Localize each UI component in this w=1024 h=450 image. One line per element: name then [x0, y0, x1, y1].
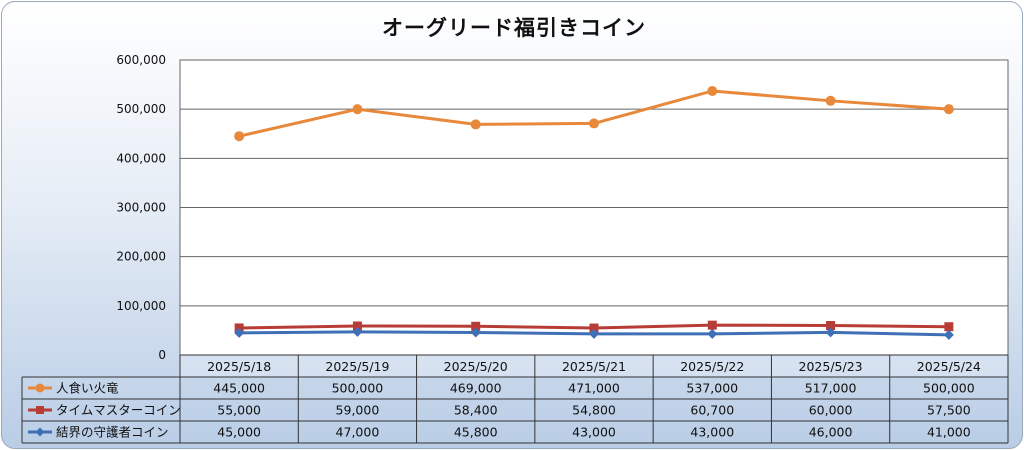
data-table-cell: 43,000	[690, 425, 734, 440]
data-point	[943, 329, 954, 340]
y-tick-label: 100,000	[116, 299, 166, 313]
data-table-cell: 45,000	[217, 425, 261, 440]
data-point	[470, 327, 481, 338]
data-point	[826, 321, 836, 330]
data-point	[234, 131, 245, 142]
legend-label: 結界の守護者コイン	[56, 425, 169, 440]
legend-label: タイムマスターコイン	[56, 403, 181, 418]
data-point	[470, 119, 481, 130]
x-tick-label: 2025/5/18	[207, 359, 271, 374]
data-table-cell: 60,700	[690, 403, 734, 418]
data-table-cell: 500,000	[332, 381, 384, 396]
data-table-cell: 445,000	[213, 381, 265, 396]
data-point	[352, 104, 363, 115]
data-point	[352, 321, 362, 331]
x-tick-label: 2025/5/20	[444, 359, 508, 374]
x-tick-label: 2025/5/19	[325, 359, 389, 374]
data-point	[589, 328, 599, 339]
data-table-cell: 57,500	[927, 403, 971, 418]
data-point	[234, 327, 245, 338]
legend-key-marker	[35, 427, 45, 437]
legend-key-marker	[35, 383, 45, 393]
data-table-cell: 55,000	[217, 403, 261, 418]
data-table-cell: 537,000	[686, 381, 738, 396]
data-table-cell: 469,000	[450, 381, 502, 396]
data-point	[944, 322, 954, 332]
legend-label: 人食い火竜	[56, 381, 119, 396]
y-tick-label: 300,000	[116, 201, 166, 215]
x-tick-label: 2025/5/23	[799, 359, 863, 374]
y-tick-label: 500,000	[116, 102, 166, 116]
data-point	[589, 118, 599, 129]
data-point	[707, 328, 718, 339]
data-table-cell: 54,800	[572, 403, 616, 418]
data-table-cell: 47,000	[336, 425, 380, 440]
data-point	[825, 95, 836, 106]
data-table-cell: 60,000	[809, 403, 853, 418]
data-table-cell: 46,000	[809, 425, 853, 440]
data-table-cell: 59,000	[336, 403, 380, 418]
data-table-cell: 58,400	[454, 403, 498, 418]
data-table-cell: 471,000	[568, 381, 620, 396]
x-tick-label: 2025/5/21	[562, 359, 626, 374]
data-point	[825, 327, 836, 338]
y-tick-label: 0	[158, 348, 166, 362]
table-header-bg	[180, 355, 1008, 377]
y-tick-label: 400,000	[116, 151, 166, 165]
data-point	[707, 320, 717, 330]
data-table-cell: 43,000	[572, 425, 616, 440]
data-table-cell: 45,800	[454, 425, 498, 440]
data-table-cell: 517,000	[805, 381, 857, 396]
data-table-cell: 41,000	[927, 425, 971, 440]
legend-key-marker	[36, 406, 44, 414]
data-point	[352, 326, 363, 337]
data-table-cell: 500,000	[923, 381, 975, 396]
y-tick-label: 200,000	[116, 250, 166, 264]
data-point	[943, 104, 954, 115]
y-tick-label: 600,000	[116, 53, 166, 67]
data-point	[589, 323, 599, 333]
x-tick-label: 2025/5/24	[917, 359, 981, 374]
chart-title: オーグリード福引きコイン	[382, 16, 646, 40]
data-point	[471, 321, 481, 331]
x-tick-label: 2025/5/22	[680, 359, 744, 374]
data-point	[707, 85, 718, 96]
